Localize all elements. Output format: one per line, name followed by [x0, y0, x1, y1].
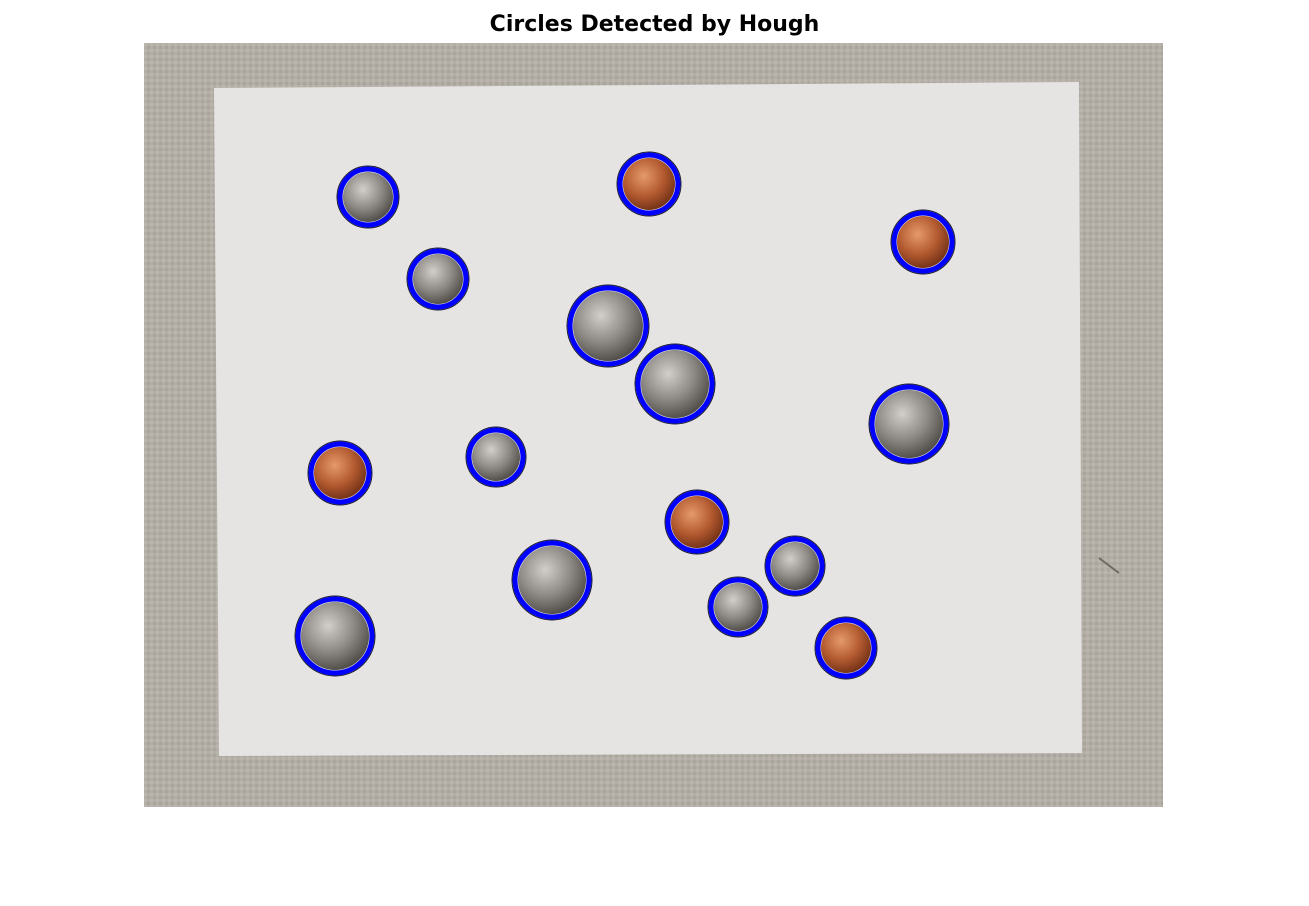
coin-face — [623, 158, 675, 210]
coin-face — [413, 254, 463, 304]
coin-quarter — [294, 595, 376, 677]
detected-circle-edge — [664, 489, 730, 555]
detected-circle-edge — [336, 165, 400, 229]
coin-face — [518, 546, 586, 614]
detected-circle-edge — [294, 595, 376, 677]
coin-face — [714, 583, 762, 631]
detected-circle — [466, 427, 526, 487]
coin-face — [821, 623, 871, 673]
coin-face — [897, 216, 949, 268]
coin-dime — [707, 576, 769, 638]
coin-dime — [406, 247, 470, 311]
image-axes — [144, 43, 1163, 807]
detected-circle — [765, 536, 825, 596]
coin-face — [771, 542, 819, 590]
coin-face — [573, 291, 643, 361]
detected-circle-edge — [634, 343, 716, 425]
detected-circle-edge — [814, 616, 878, 680]
coin-penny — [664, 489, 730, 555]
detected-circle-edge — [890, 209, 956, 275]
detected-circle — [635, 344, 715, 424]
detected-circle — [567, 285, 649, 367]
coin-face — [301, 602, 369, 670]
detected-circle — [308, 441, 372, 505]
detected-circle-edge — [465, 426, 527, 488]
fabric-mark — [1098, 557, 1120, 574]
coin-quarter — [868, 383, 950, 465]
detected-circle — [407, 248, 469, 310]
coin-dime — [764, 535, 826, 597]
detected-circle — [512, 540, 592, 620]
figure-title: Circles Detected by Hough — [489, 12, 820, 37]
detected-circle-edge — [616, 151, 682, 217]
coin-face — [472, 433, 520, 481]
coin-dime — [336, 165, 400, 229]
coin-penny — [890, 209, 956, 275]
coin-face — [671, 496, 723, 548]
detected-circle — [665, 490, 729, 554]
detected-circle-edge — [707, 576, 769, 638]
detected-circle-edge — [406, 247, 470, 311]
coin-photo — [144, 43, 1163, 807]
coin-quarter — [634, 343, 716, 425]
coin-face — [875, 390, 943, 458]
coin-quarter — [566, 284, 650, 368]
detected-circle-edge — [764, 535, 826, 597]
coin-face — [641, 350, 709, 418]
detected-circle-edge — [511, 539, 593, 621]
detected-circle — [295, 596, 375, 676]
coin-face — [343, 172, 393, 222]
coin-penny — [814, 616, 878, 680]
detected-circle-edge — [307, 440, 373, 506]
detected-circle — [891, 210, 955, 274]
coin-dime — [465, 426, 527, 488]
coin-quarter — [511, 539, 593, 621]
detected-circle-edge — [566, 284, 650, 368]
coin-penny — [307, 440, 373, 506]
detected-circle-edge — [868, 383, 950, 465]
detected-circle — [617, 152, 681, 216]
detected-circle — [815, 617, 877, 679]
detected-circle — [337, 166, 399, 228]
detected-circle — [708, 577, 768, 637]
detected-circle — [869, 384, 949, 464]
coin-penny — [616, 151, 682, 217]
coin-face — [314, 447, 366, 499]
